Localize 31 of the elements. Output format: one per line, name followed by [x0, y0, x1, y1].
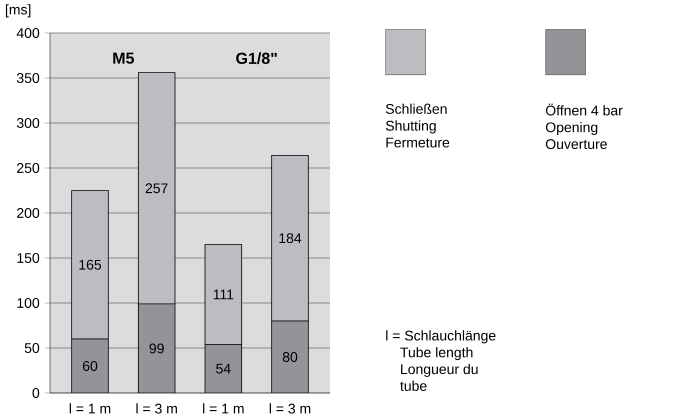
data-label: 80: [282, 352, 298, 362]
y-tick-label: 200: [17, 208, 40, 218]
x-tick-label: l = 1 m: [203, 403, 244, 414]
y-tick-label: 50: [24, 343, 40, 353]
y-tick-label: 100: [17, 298, 40, 308]
data-label: 111: [214, 290, 234, 300]
bar: [271, 320, 309, 393]
y-tick-label: 400: [16, 28, 40, 38]
bar: [204, 344, 242, 393]
bar: [138, 304, 176, 393]
y-axis-title: [ms]: [6, 4, 30, 18]
bar: [71, 338, 109, 393]
y-tick-label: 250: [17, 163, 40, 173]
y-tick-label: 0: [32, 388, 40, 398]
data-label: 60: [82, 361, 98, 371]
annotation: M5: [113, 52, 134, 64]
data-label: 54: [216, 364, 231, 374]
x-tick-label: l = 3 m: [270, 403, 310, 414]
x-tick-label: l = 3 m: [136, 403, 177, 414]
data-label: 165: [79, 260, 102, 270]
text: Schließen Shutting Fermeture: [386, 104, 450, 148]
data-label: 257: [146, 183, 168, 194]
annotation: G1/8": [236, 52, 277, 64]
y-tick-label: 150: [17, 253, 40, 263]
y-tick-label: 300: [16, 118, 40, 128]
data-label: 184: [279, 233, 302, 244]
text: Öffnen 4 bar Opening Ouverture: [546, 104, 623, 150]
y-tick-label: 350: [16, 73, 40, 83]
text: l = Schlauchlänge Tube length Longueur du tube: [386, 330, 496, 391]
data-label: 99: [150, 344, 164, 354]
x-tick-label: l = 1 m: [70, 403, 110, 414]
